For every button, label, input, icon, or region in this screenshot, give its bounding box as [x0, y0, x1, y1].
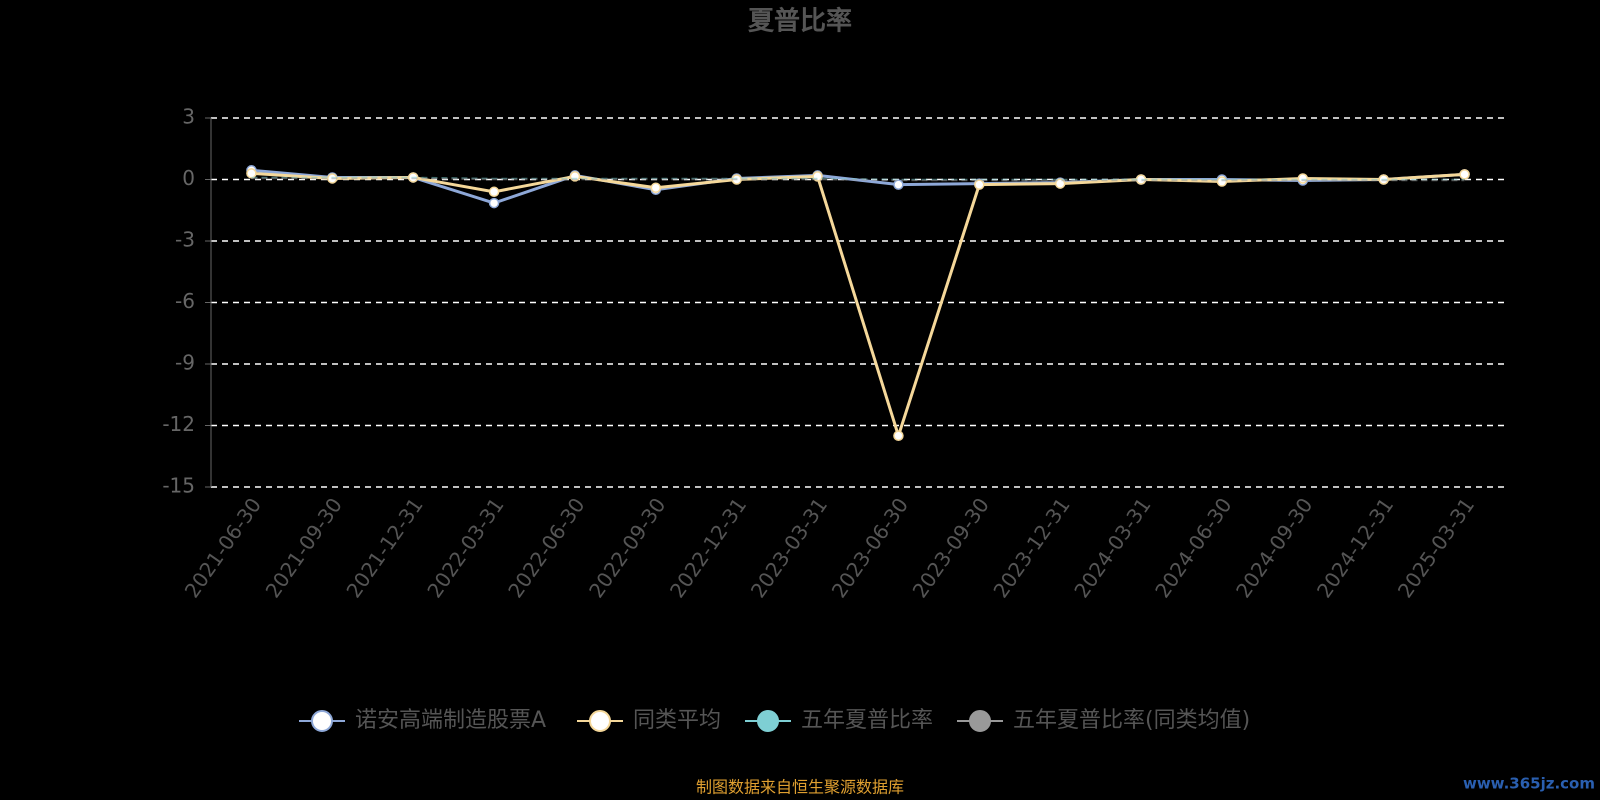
x-tick-label: 2021-12-31 — [341, 493, 427, 602]
data-point — [893, 179, 904, 190]
legend-item[interactable]: 五年夏普比率 — [745, 708, 933, 733]
x-tick-label: 2025-03-31 — [1393, 493, 1479, 602]
data-point — [893, 430, 904, 441]
y-tick-label: -15 — [162, 474, 195, 498]
data-point — [1459, 169, 1470, 180]
footer: 制图数据来自恒生聚源数据库 — [696, 778, 904, 797]
legend-icon — [757, 710, 779, 732]
x-tick-label: 2023-03-31 — [746, 493, 832, 602]
x-tick-label: 2024-06-30 — [1150, 493, 1236, 602]
legend-icon — [969, 710, 991, 732]
data-point — [974, 179, 985, 190]
data-point — [488, 186, 500, 198]
legend-label: 诺安高端制造股票A — [355, 708, 546, 733]
series-line — [251, 168, 1465, 205]
x-tick-label: 2023-12-31 — [988, 493, 1074, 602]
x-tick-label: 2021-06-30 — [180, 493, 266, 602]
x-tick-label: 2024-03-31 — [1069, 493, 1155, 602]
legend-icon — [311, 710, 333, 732]
legend-item[interactable]: 五年夏普比率(同类均值) — [957, 708, 1250, 733]
x-tick-label: 2022-06-30 — [503, 493, 589, 602]
x-tick-label: 2021-09-30 — [261, 493, 347, 602]
x-tick-label: 2022-03-31 — [422, 493, 508, 602]
y-tick-label: -3 — [175, 228, 195, 252]
legend-item[interactable]: 诺安高端制造股票A — [299, 708, 546, 733]
y-tick-label: -12 — [162, 412, 195, 436]
watermark: www.365jz.com — [1463, 775, 1595, 793]
legend-label: 同类平均 — [633, 708, 721, 733]
y-tick-label: -9 — [175, 351, 195, 375]
x-tick-label: 2023-09-30 — [908, 493, 994, 602]
y-tick-label: 0 — [182, 166, 195, 190]
x-tick-label: 2022-12-31 — [665, 493, 751, 602]
legend-item[interactable]: 同类平均 — [577, 708, 721, 733]
x-tick-label: 2024-09-30 — [1231, 493, 1317, 602]
x-tick-label: 2024-12-31 — [1312, 493, 1398, 602]
data-point — [1216, 176, 1228, 187]
legend-icon — [589, 710, 611, 732]
y-tick-label: -6 — [175, 289, 195, 313]
x-tick-label: 2023-06-30 — [827, 493, 913, 602]
data-point — [650, 182, 662, 193]
x-tick-label: 2022-09-30 — [584, 493, 670, 602]
data-point — [488, 197, 500, 209]
legend-label: 五年夏普比率 — [801, 708, 933, 733]
series-line — [251, 171, 1465, 441]
data-point — [1297, 173, 1309, 184]
legend-label: 五年夏普比率(同类均值) — [1013, 708, 1250, 733]
data-point — [246, 168, 257, 179]
chart-title: 夏普比率 — [748, 6, 852, 37]
y-tick-label: 3 — [182, 105, 195, 129]
series-line — [251, 176, 1465, 181]
data-point — [1054, 178, 1066, 189]
series-line — [251, 177, 1465, 182]
